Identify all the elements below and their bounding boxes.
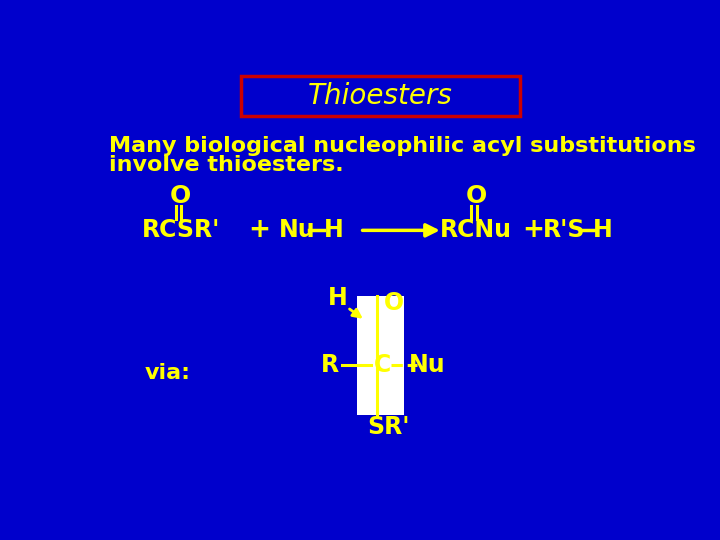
- Text: via:: via:: [145, 363, 191, 383]
- Text: +: +: [248, 217, 270, 244]
- Text: O: O: [465, 184, 487, 208]
- Text: +: +: [522, 217, 544, 244]
- Bar: [357, 296, 404, 415]
- Text: Nu: Nu: [409, 353, 446, 377]
- Text: Many biological nucleophilic acyl substitutions: Many biological nucleophilic acyl substi…: [109, 136, 696, 156]
- Text: Thioesters: Thioesters: [308, 83, 453, 110]
- Text: SR': SR': [367, 415, 410, 438]
- Text: O: O: [170, 184, 192, 208]
- Text: H: H: [324, 218, 344, 242]
- Text: RCNu: RCNu: [440, 218, 512, 242]
- Text: involve thioesters.: involve thioesters.: [109, 155, 344, 175]
- Text: H: H: [328, 286, 348, 310]
- Text: C: C: [374, 353, 392, 377]
- Text: R: R: [321, 353, 339, 377]
- Text: H: H: [593, 218, 613, 242]
- Text: R'S: R'S: [543, 218, 585, 242]
- Text: O: O: [384, 292, 404, 315]
- Text: RCSR': RCSR': [142, 218, 220, 242]
- Text: Nu: Nu: [279, 218, 315, 242]
- Bar: [241, 76, 520, 117]
